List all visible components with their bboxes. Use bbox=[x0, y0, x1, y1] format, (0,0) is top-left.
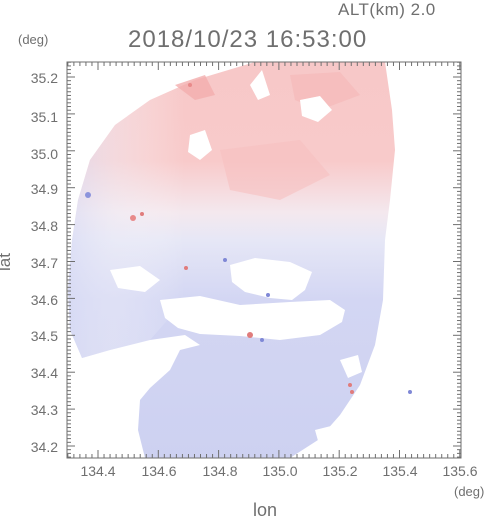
x-tick-label-135.6: 135.6 bbox=[442, 463, 477, 479]
y-axis-unit: (deg) bbox=[18, 32, 49, 47]
y-tick-label-35.0: 35.0 bbox=[31, 146, 58, 162]
minor-ticks bbox=[67, 61, 461, 458]
y-tick-label-34.8: 34.8 bbox=[31, 218, 58, 234]
no-echo-gap-center bbox=[230, 258, 312, 300]
y-tick-label-35.1: 35.1 bbox=[31, 109, 58, 125]
y-tick-label-34.4: 34.4 bbox=[31, 365, 58, 381]
x-axis-unit: (deg) bbox=[454, 484, 485, 499]
plot-frame bbox=[66, 61, 462, 459]
x-axis-label: lon bbox=[253, 500, 278, 520]
y-tick-label-34.2: 34.2 bbox=[31, 439, 58, 455]
strong-receding-patch bbox=[175, 75, 215, 100]
y-tick-label-35.2: 35.2 bbox=[31, 70, 58, 86]
x-tick-label-135.4: 135.4 bbox=[382, 463, 417, 479]
x-tick-label-134.4: 134.4 bbox=[80, 463, 115, 479]
x-tick-label-135.0: 135.0 bbox=[262, 463, 297, 479]
timestamp-title: 2018/10/23 16:53:00 bbox=[128, 26, 368, 53]
x-tick-label-135.2: 135.2 bbox=[322, 463, 357, 479]
altitude-label: ALT(km) 2.0 bbox=[338, 0, 436, 19]
y-tick-label-34.7: 34.7 bbox=[31, 255, 58, 271]
y-tick-label-34.9: 34.9 bbox=[31, 181, 58, 197]
no-echo-gap-bay bbox=[160, 296, 345, 340]
y-tick-label-34.3: 34.3 bbox=[31, 402, 58, 418]
x-tick-label-134.8: 134.8 bbox=[202, 463, 237, 479]
x-tick-label-134.6: 134.6 bbox=[141, 463, 176, 479]
y-tick-label-34.6: 34.6 bbox=[31, 292, 58, 308]
y-tick-label-34.5: 34.5 bbox=[31, 328, 58, 344]
radar-echo-layer bbox=[68, 62, 412, 458]
